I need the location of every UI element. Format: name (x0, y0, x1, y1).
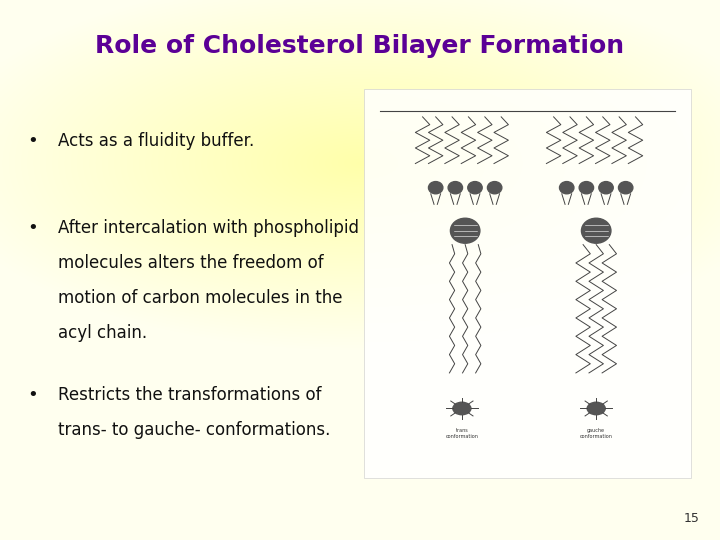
Circle shape (428, 181, 443, 194)
Text: Role of Cholesterol Bilayer Formation: Role of Cholesterol Bilayer Formation (96, 34, 624, 58)
Ellipse shape (588, 402, 606, 415)
Circle shape (582, 218, 611, 243)
Text: 15: 15 (684, 512, 700, 525)
Text: molecules alters the freedom of: molecules alters the freedom of (58, 254, 323, 272)
Circle shape (579, 181, 593, 194)
Text: trans- to gauche- conformations.: trans- to gauche- conformations. (58, 421, 330, 439)
Text: acyl chain.: acyl chain. (58, 324, 147, 342)
Text: •: • (27, 386, 37, 404)
Text: trans
conformation: trans conformation (446, 428, 478, 438)
Circle shape (451, 218, 480, 243)
Circle shape (487, 181, 502, 194)
Text: motion of carbon molecules in the: motion of carbon molecules in the (58, 289, 342, 307)
Ellipse shape (453, 402, 471, 415)
Text: •: • (27, 132, 37, 150)
Circle shape (468, 181, 482, 194)
Text: After intercalation with phospholipid: After intercalation with phospholipid (58, 219, 359, 237)
Text: Acts as a fluidity buffer.: Acts as a fluidity buffer. (58, 132, 254, 150)
Text: •: • (27, 219, 37, 237)
Circle shape (618, 181, 633, 194)
Text: Restricts the transformations of: Restricts the transformations of (58, 386, 321, 404)
Circle shape (559, 181, 574, 194)
Circle shape (599, 181, 613, 194)
Text: gauche
conformation: gauche conformation (580, 428, 613, 438)
Circle shape (448, 181, 462, 194)
Bar (364, 89, 691, 478)
